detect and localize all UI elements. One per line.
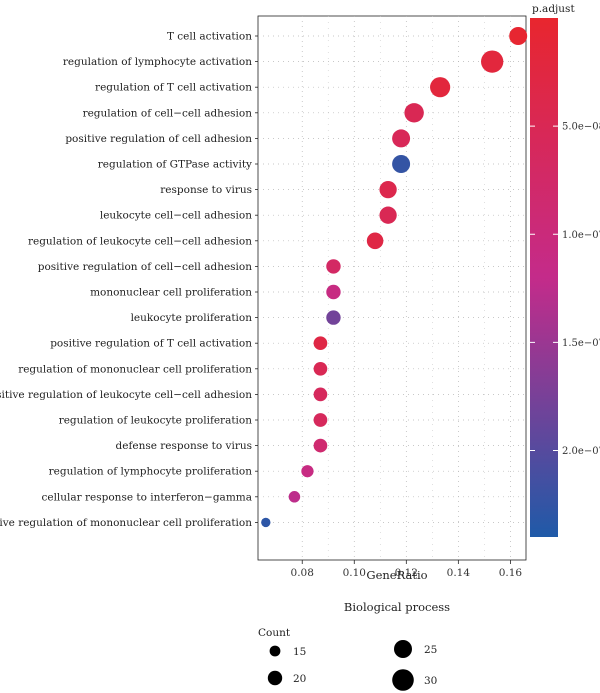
size-legend-label: 25: [424, 644, 437, 656]
data-point: [392, 155, 411, 173]
data-point: [313, 413, 328, 427]
term-label: mononuclear cell proliferation: [90, 287, 252, 299]
chart-subtitle: Biological process: [344, 600, 450, 614]
color-legend: p.adjust 5.0e−08 1.0e−07 1.5e−07 2.0e−07: [530, 3, 600, 537]
x-tick-label: 0.10: [343, 567, 366, 579]
size-legend-title: Count: [258, 627, 291, 639]
size-legend-circle: [267, 670, 283, 686]
term-label: positive regulation of leukocyte cell−ce…: [0, 389, 252, 401]
colorbar-tick-label: 1.5e−07: [562, 338, 600, 349]
data-point: [326, 310, 341, 325]
term-label: regulation of leukocyte cell−cell adhesi…: [28, 235, 252, 247]
data-point: [430, 77, 451, 98]
term-label: leukocyte proliferation: [131, 312, 253, 324]
x-tick-label: 0.08: [291, 567, 314, 579]
x-axis-ticks: 0.08 0.10 0.12 0.14 0.16: [291, 560, 523, 579]
color-legend-title: p.adjust: [532, 3, 575, 15]
term-label: regulation of cell−cell adhesion: [83, 107, 253, 119]
term-label: positive regulation of T cell activation: [50, 338, 252, 350]
term-label: regulation of lymphocyte proliferation: [49, 466, 253, 478]
colorbar-ticks: 5.0e−08 1.0e−07 1.5e−07 2.0e−07: [530, 122, 600, 457]
data-point: [326, 259, 341, 274]
data-point: [261, 517, 271, 528]
size-legend-circle: [392, 669, 414, 691]
data-point: [326, 284, 341, 300]
term-label: regulation of T cell activation: [95, 82, 252, 94]
size-legend: Count 15 20 25 30: [258, 627, 437, 691]
data-point: [288, 491, 301, 503]
term-label: leukocyte cell−cell adhesion: [100, 210, 252, 222]
term-label: regulation of leukocyte proliferation: [59, 415, 253, 427]
data-point: [392, 129, 411, 148]
term-label: response to virus: [160, 184, 252, 196]
colorbar-tick-label: 1.0e−07: [562, 230, 600, 241]
term-label: cellular response to interferon−gamma: [41, 491, 252, 503]
colorbar: [530, 18, 558, 537]
size-legend-circle: [394, 640, 412, 658]
term-label: positive regulation of cell−cell adhesio…: [38, 261, 253, 273]
data-point: [404, 103, 424, 123]
size-legend-label: 30: [424, 675, 437, 687]
term-label: positive regulation of mononuclear cell …: [0, 517, 252, 529]
term-label: regulation of lymphocyte activation: [63, 56, 252, 68]
plot-panel: [257, 15, 528, 561]
data-point: [313, 387, 328, 402]
colorbar-tick-label: 2.0e−07: [562, 446, 600, 457]
data-point: [313, 336, 328, 351]
x-axis-title: GeneRatio: [366, 568, 427, 582]
data-point: [313, 361, 328, 376]
x-tick-label: 0.16: [499, 567, 523, 579]
data-points: [261, 27, 528, 528]
term-labels: T cell activation regulation of lymphocyt…: [0, 31, 258, 529]
x-tick-label: 0.12: [395, 567, 418, 579]
term-label: regulation of GTPase activity: [98, 159, 252, 171]
term-label: defense response to virus: [116, 440, 252, 452]
colorbar-tick-label: 5.0e−08: [562, 122, 600, 133]
data-point: [313, 438, 328, 453]
size-legend-circle: [269, 645, 281, 657]
term-label: regulation of mononuclear cell prolifera…: [18, 363, 252, 375]
size-legend-items: 15 20 25 30: [267, 640, 437, 691]
size-legend-label: 15: [293, 646, 306, 658]
data-point: [481, 50, 504, 73]
x-tick-label: 0.14: [447, 567, 471, 579]
data-point: [509, 27, 528, 45]
data-point: [366, 232, 384, 250]
size-legend-label: 20: [293, 673, 306, 685]
plot-panel-border: [257, 15, 527, 561]
gridlines: [258, 16, 526, 560]
data-point: [301, 465, 314, 478]
data-point: [379, 206, 397, 224]
term-label: positive regulation of cell adhesion: [65, 133, 252, 145]
data-point: [379, 180, 397, 199]
term-label: T cell activation: [167, 31, 252, 43]
